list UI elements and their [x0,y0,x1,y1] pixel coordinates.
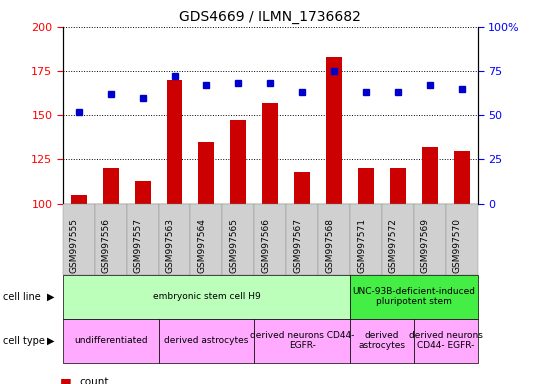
Bar [135,180,151,204]
Text: cell type: cell type [3,336,45,346]
Text: GSM997557: GSM997557 [134,218,143,273]
Text: ■: ■ [60,376,72,384]
Text: GSM997565: GSM997565 [229,218,239,273]
Bar [230,121,246,204]
Text: GSM997568: GSM997568 [325,218,334,273]
Text: count: count [79,377,109,384]
Text: derived
astrocytes: derived astrocytes [359,331,406,350]
Text: derived astrocytes: derived astrocytes [164,336,248,345]
Text: GSM997572: GSM997572 [389,218,398,273]
Text: GSM997564: GSM997564 [198,218,206,273]
Text: GSM997566: GSM997566 [262,218,270,273]
Text: cell line: cell line [3,291,40,302]
Bar [167,80,182,204]
Bar [454,151,470,204]
Text: GSM997569: GSM997569 [421,218,430,273]
Text: UNC-93B-deficient-induced
pluripotent stem: UNC-93B-deficient-induced pluripotent st… [352,287,476,306]
Bar [390,168,406,204]
Text: GSM997556: GSM997556 [102,218,111,273]
Text: undifferentiated: undifferentiated [74,336,147,345]
Bar [71,195,87,204]
Text: derived neurons CD44-
EGFR-: derived neurons CD44- EGFR- [250,331,354,350]
Text: GSM997555: GSM997555 [70,218,79,273]
Text: embryonic stem cell H9: embryonic stem cell H9 [152,292,260,301]
Text: ▶: ▶ [47,336,55,346]
Bar [198,142,215,204]
Bar [422,147,438,204]
Text: ▶: ▶ [47,291,55,302]
Bar [103,168,118,204]
Bar [262,103,278,204]
Text: GSM997563: GSM997563 [165,218,175,273]
Text: GSM997571: GSM997571 [357,218,366,273]
Text: GSM997570: GSM997570 [453,218,462,273]
Bar [294,172,310,204]
Bar [326,57,342,204]
Text: derived neurons
CD44- EGFR-: derived neurons CD44- EGFR- [409,331,483,350]
Title: GDS4669 / ILMN_1736682: GDS4669 / ILMN_1736682 [179,10,361,25]
Text: GSM997567: GSM997567 [293,218,302,273]
Bar [358,168,374,204]
